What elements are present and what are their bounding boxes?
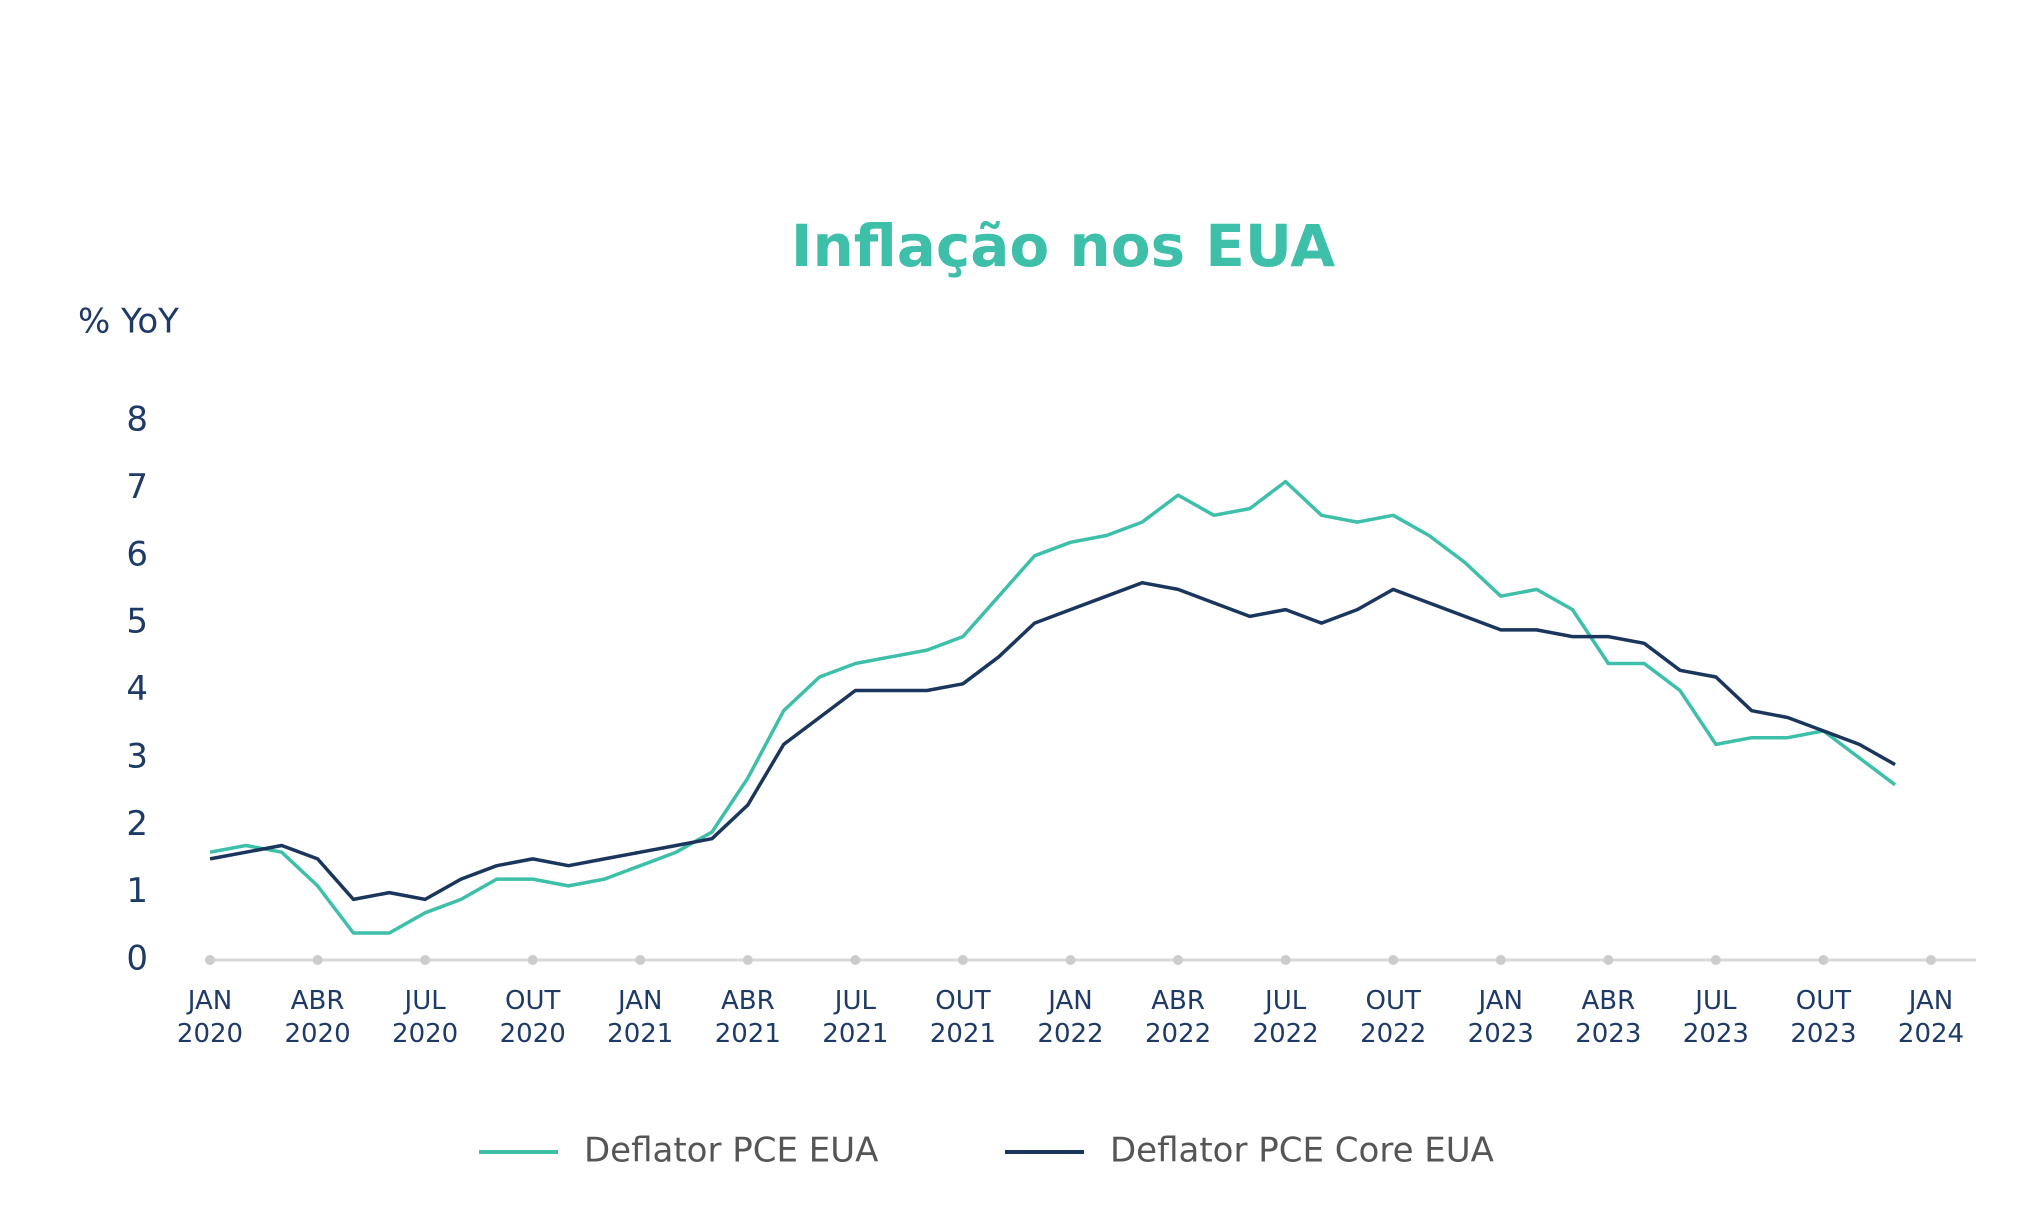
x-tick-label: JAN 2023 (1467, 986, 1534, 1049)
y-tick-label: 7 (126, 467, 148, 507)
x-tick-label: ABR 2022 (1144, 986, 1212, 1049)
x-tick-label: JAN 2024 (1897, 986, 1965, 1049)
x-tick-label: JUL 2022 (1252, 986, 1319, 1049)
y-tick-label: 4 (126, 669, 148, 709)
x-tick-label: ABR 2021 (714, 986, 781, 1049)
x-tick-label: JUL 2020 (392, 986, 459, 1049)
x-tick (1173, 955, 1184, 965)
line (209, 479, 1897, 935)
x-tick-label: OUT 2020 (499, 986, 566, 1049)
y-axis-label: % YoY (78, 302, 179, 342)
x-tick (957, 955, 968, 965)
x-tick (1065, 955, 1076, 965)
x-tick (1495, 955, 1506, 965)
legend-label: Deflator PCE Core EUA (1110, 1131, 1494, 1171)
x-tick-label: ABR 2020 (284, 986, 351, 1049)
x-tick (527, 955, 538, 965)
y-tick-label: 8 (126, 400, 148, 440)
x-tick (1926, 955, 1936, 965)
x-tick (850, 955, 861, 965)
chart-title: Inflação nos EUA (791, 212, 1335, 280)
legend-label: Deflator PCE EUA (584, 1131, 878, 1171)
x-tick (1818, 955, 1829, 965)
y-tick-label: 3 (126, 736, 148, 776)
y-tick-label: 0 (126, 939, 148, 979)
x-tick (312, 955, 323, 965)
x-tick (1710, 955, 1721, 965)
x-tick (1388, 955, 1399, 965)
x-tick-label: OUT 2021 (929, 986, 997, 1049)
x-tick (205, 955, 215, 965)
y-tick-label: 6 (126, 534, 148, 574)
y-tick-label: 5 (126, 602, 148, 642)
x-tick (1603, 955, 1614, 965)
y-tick-label: 2 (126, 804, 148, 844)
x-tick-label: JUL 2023 (1682, 986, 1749, 1049)
x-tick-label: OUT 2022 (1360, 986, 1427, 1049)
x-tick (420, 955, 431, 965)
x-tick-label: JUL 2021 (822, 986, 889, 1049)
y-tick-label: 1 (126, 871, 148, 911)
x-tick-label: JAN 2021 (607, 986, 674, 1049)
x-tick (635, 955, 646, 965)
x-tick-label: JAN 2020 (176, 986, 244, 1049)
x-tick (1280, 955, 1291, 965)
x-tick-label: ABR 2023 (1575, 986, 1642, 1049)
x-tick-label: JAN 2022 (1037, 986, 1104, 1049)
x-tick-label: OUT 2023 (1790, 986, 1857, 1049)
x-tick (742, 955, 753, 965)
line (209, 580, 1896, 902)
